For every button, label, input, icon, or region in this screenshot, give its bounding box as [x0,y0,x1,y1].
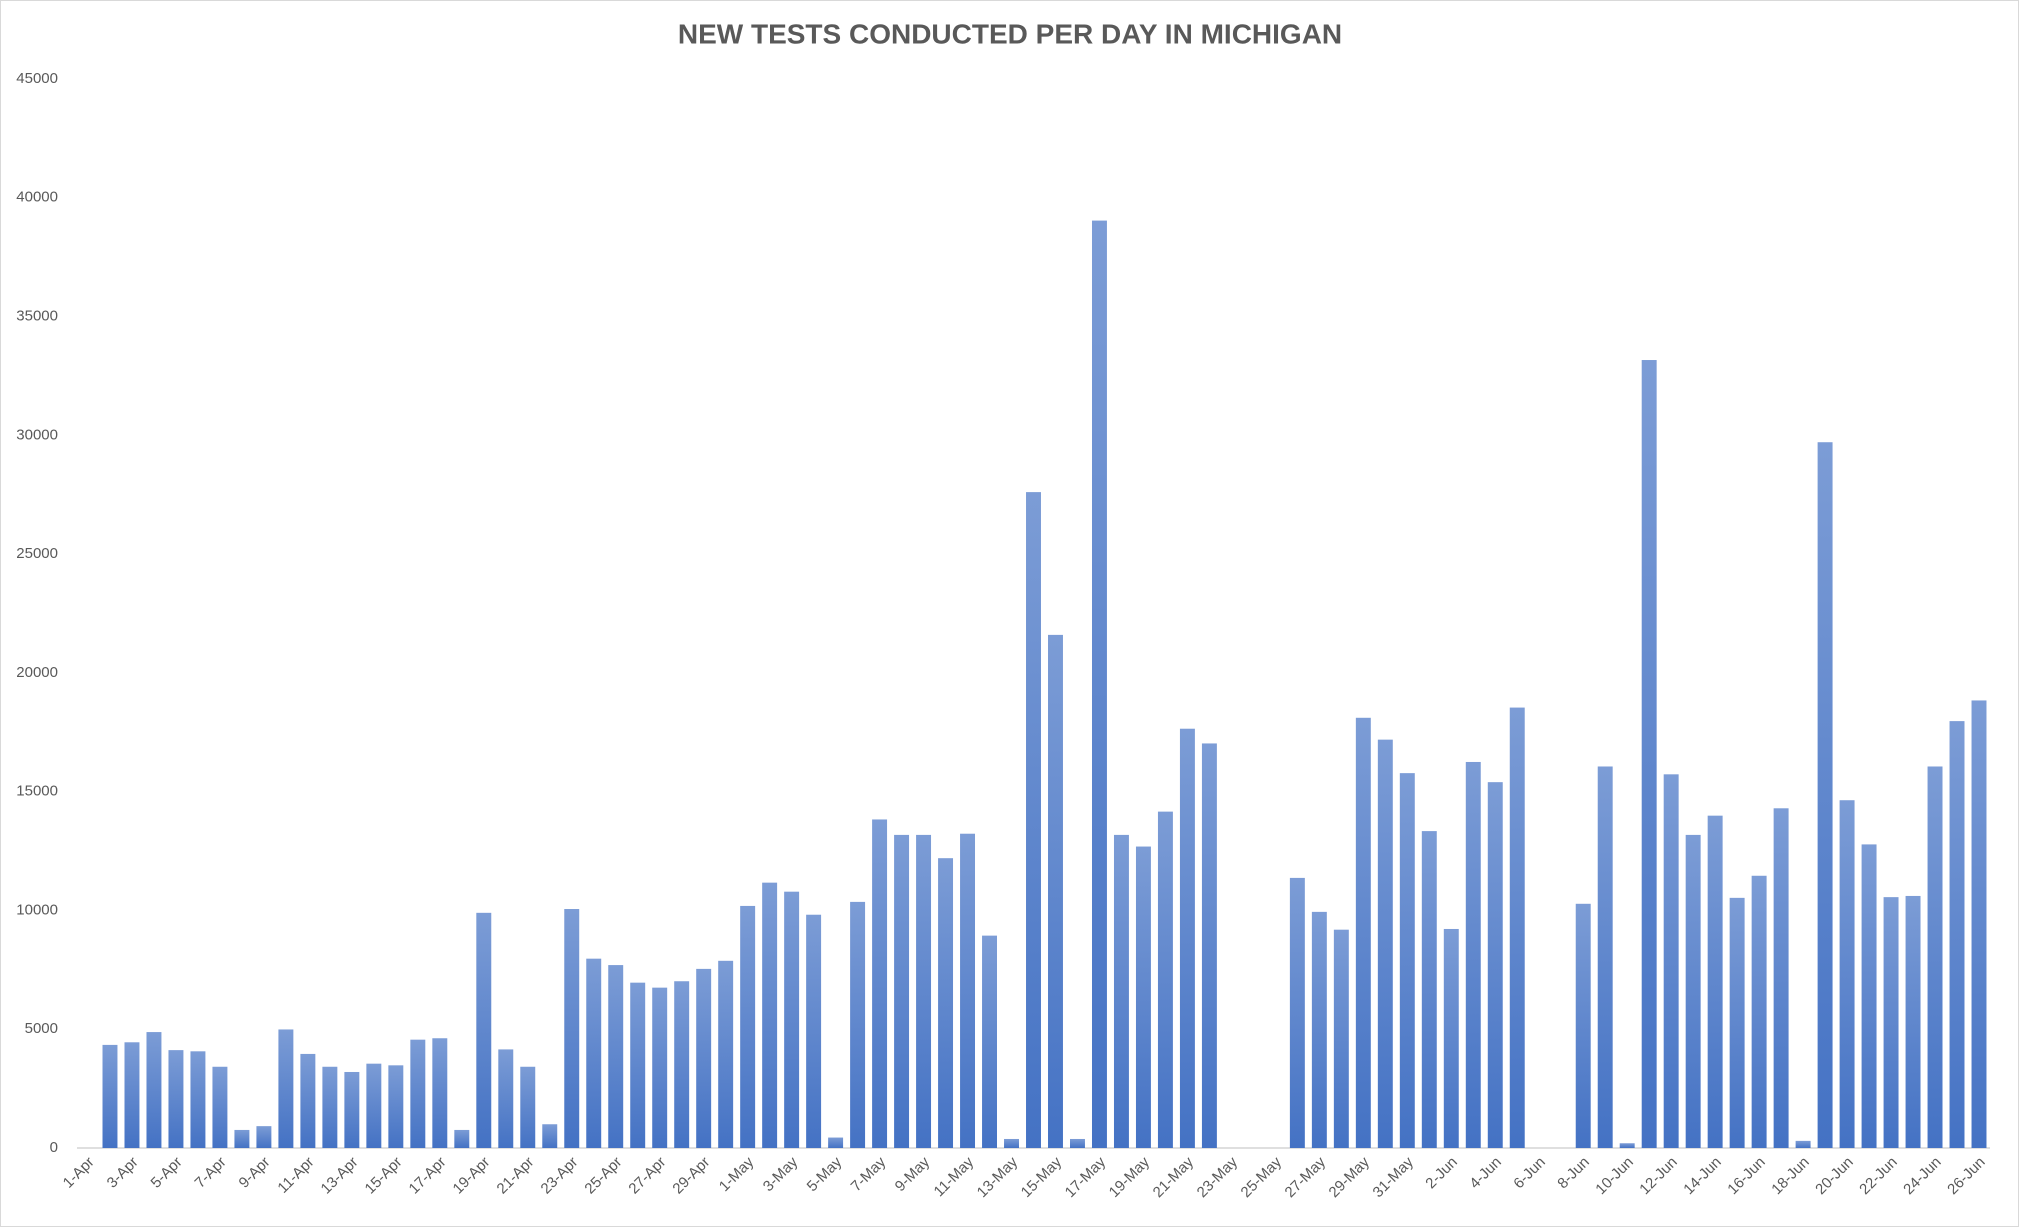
bar [388,1065,404,1148]
bar [850,901,866,1148]
bar [1377,739,1393,1148]
bar [1179,728,1195,1148]
bar [1663,774,1679,1148]
bar [1795,1140,1811,1148]
y-tick-label: 0 [50,1139,58,1156]
bar [212,1066,228,1148]
bar [1839,800,1855,1148]
bar [1641,360,1657,1149]
y-tick-label: 15000 [16,783,58,800]
bar [586,958,602,1148]
bar [1883,897,1899,1148]
bar [1707,815,1723,1148]
bar [1201,743,1217,1148]
bar [146,1032,162,1148]
bar [630,982,646,1148]
bar [322,1066,338,1148]
y-tick-label: 20000 [16,664,58,681]
bar [872,819,888,1148]
bar [1004,1138,1019,1148]
y-tick-label: 25000 [16,545,58,562]
bar [1509,707,1525,1148]
bar [960,833,976,1148]
bar [432,1038,448,1148]
bar [1311,911,1327,1148]
bar [1729,897,1745,1148]
bar [1773,808,1789,1148]
bar [762,882,778,1148]
bar [916,834,932,1148]
bar [1443,928,1459,1148]
bar [1575,903,1591,1148]
y-tick-label: 40000 [16,189,58,206]
bar [1597,766,1613,1148]
bar [718,960,734,1148]
bar [696,968,712,1148]
y-tick-label: 5000 [25,1020,58,1037]
bar [1333,929,1349,1148]
y-tick-label: 45000 [16,70,58,87]
bar [1949,721,1965,1148]
bar [564,909,580,1148]
bar [1817,442,1833,1149]
bar [366,1063,382,1148]
bar [1135,846,1151,1148]
bar [652,987,668,1148]
bar [1355,717,1371,1148]
bar [1157,811,1173,1148]
bar [1619,1143,1635,1148]
chart-title: NEW TESTS CONDUCTED PER DAY IN MICHIGAN [678,18,1342,49]
bar [1927,766,1943,1148]
bar [938,858,954,1148]
bar [1048,634,1063,1148]
y-tick-label: 30000 [16,426,58,443]
bar [982,935,997,1148]
bar [410,1039,426,1148]
bar [828,1137,844,1148]
bar [278,1029,294,1148]
bar [476,912,492,1148]
bar [1861,844,1877,1148]
bar [1399,773,1415,1148]
bar [454,1129,470,1148]
bar [894,834,910,1148]
bar [168,1050,184,1148]
bar [1113,834,1129,1148]
bar [740,905,756,1148]
bar [784,891,800,1148]
bar [1971,700,1987,1148]
y-tick-label: 35000 [16,308,58,325]
bar [256,1126,272,1148]
bar [542,1124,558,1148]
bar [344,1071,360,1148]
bar [498,1049,514,1148]
bar [300,1053,316,1148]
bar [674,981,690,1148]
bar [1091,220,1107,1148]
bar [1465,761,1481,1148]
bar [1487,782,1503,1148]
y-tick-label: 10000 [16,901,58,918]
bar [1289,877,1305,1148]
bar [102,1044,118,1148]
bar [520,1066,536,1148]
bar [806,914,822,1148]
bar [234,1129,250,1148]
bar [1905,895,1921,1148]
bar [1685,834,1701,1148]
bar [1751,875,1767,1148]
bar [1421,831,1437,1148]
bar [1026,492,1041,1148]
bar [124,1042,140,1148]
bar [190,1051,206,1148]
bar [1070,1138,1085,1148]
bar [608,965,624,1148]
